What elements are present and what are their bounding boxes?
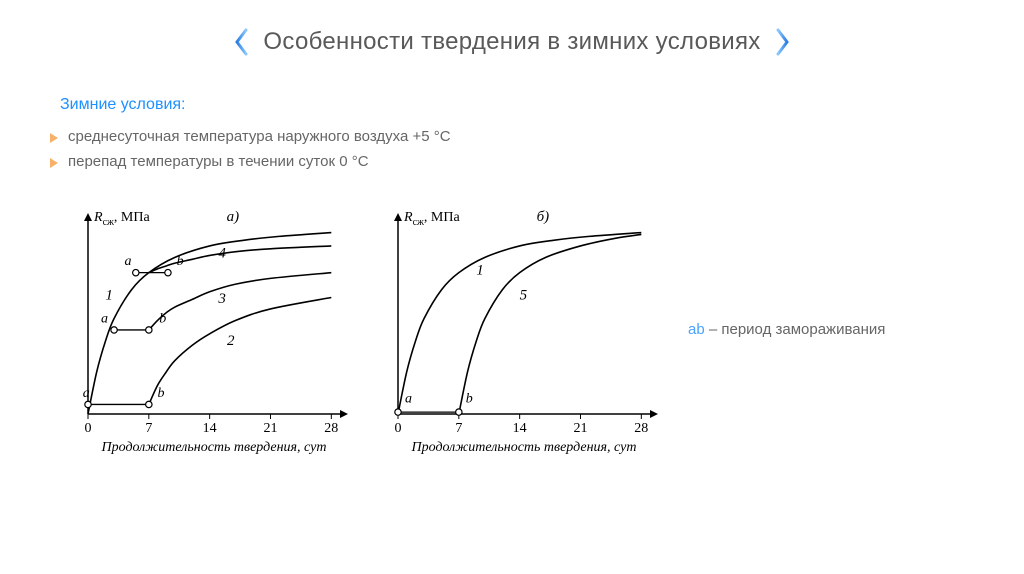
svg-text:21: 21 <box>573 421 587 436</box>
svg-text:б): б) <box>537 209 550 225</box>
svg-text:Продолжительность твердения, с: Продолжительность твердения, сут <box>411 440 637 455</box>
caption-ab: ab <box>688 321 705 338</box>
svg-text:3: 3 <box>217 291 226 307</box>
svg-text:28: 28 <box>324 421 338 436</box>
svg-text:b: b <box>158 386 165 401</box>
svg-text:4: 4 <box>218 245 226 261</box>
svg-text:7: 7 <box>145 421 152 436</box>
svg-text:а): а) <box>227 209 240 225</box>
svg-text:a: a <box>101 311 108 326</box>
svg-text:0: 0 <box>395 421 402 436</box>
svg-text:21: 21 <box>263 421 277 436</box>
svg-text:14: 14 <box>513 421 527 436</box>
list-item: перепад температуры в течении суток 0 °C <box>50 149 974 174</box>
svg-text:a: a <box>83 386 90 401</box>
bullet-list: среднесуточная температура наружного воз… <box>50 124 974 174</box>
chart-a: 0 7 14 21 28 1 2 3 4 a b a b a b Rсж, МПа а) Продолжитель… <box>50 199 350 459</box>
chart-b: 0 7 14 21 28 1 5 a b Rсж, МПа б) Продолжительность … <box>360 199 660 459</box>
subheading: Зимние условия: <box>60 96 974 114</box>
svg-text:1: 1 <box>105 287 113 303</box>
caption-text: – период замораживания <box>705 321 886 338</box>
svg-text:b: b <box>177 254 184 269</box>
caption: ab – период замораживания <box>688 321 885 338</box>
list-item: среднесуточная температура наружного воз… <box>50 124 974 149</box>
svg-text:14: 14 <box>203 421 217 436</box>
chevron-right-icon <box>775 28 791 56</box>
title-bar: Особенности твердения в зимних условиях <box>50 28 974 56</box>
svg-text:5: 5 <box>520 287 528 303</box>
svg-text:a: a <box>405 392 412 407</box>
figure-row: 071421281234abababRсж, МПаа)Продолжитель… <box>50 199 974 459</box>
chevron-left-icon <box>233 28 249 56</box>
svg-text:b: b <box>466 392 473 407</box>
svg-text:a: a <box>124 254 131 269</box>
svg-text:Rсж, МПа: Rсж, МПа <box>403 210 460 228</box>
page-title: Особенности твердения в зимних условиях <box>263 28 760 56</box>
svg-text:Rсж, МПа: Rсж, МПа <box>93 210 150 228</box>
svg-text:1: 1 <box>476 263 484 279</box>
svg-text:b: b <box>159 311 166 326</box>
svg-text:28: 28 <box>634 421 648 436</box>
svg-text:2: 2 <box>227 333 235 349</box>
svg-text:7: 7 <box>455 421 462 436</box>
svg-text:0: 0 <box>85 421 92 436</box>
svg-text:Продолжительность твердения, с: Продолжительность твердения, сут <box>101 440 327 455</box>
